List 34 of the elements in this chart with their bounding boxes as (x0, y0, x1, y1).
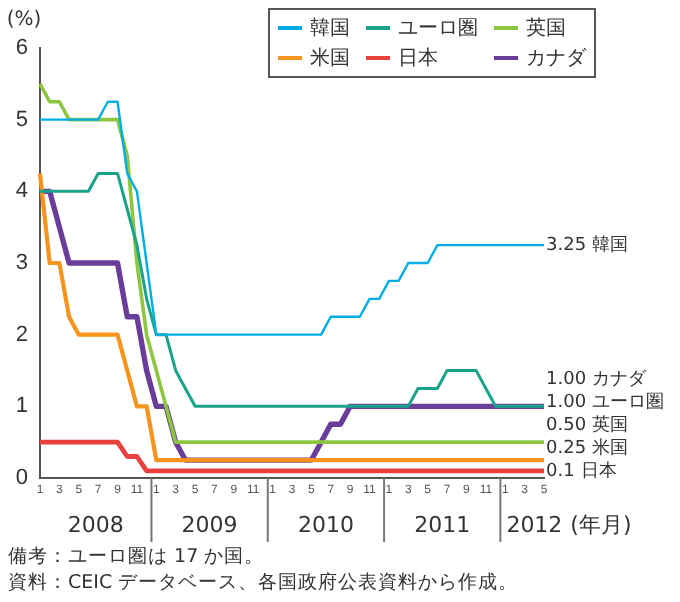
text: 2011 (414, 511, 471, 538)
legend-label: ユーロ圏 (398, 16, 478, 42)
text: 2009 (181, 511, 238, 538)
legend-label: カナダ (526, 46, 586, 72)
y-tick-label: 1 (15, 394, 28, 419)
y-tick-label: 4 (15, 179, 28, 204)
text: 米国 (592, 438, 629, 459)
text: 日本 (580, 461, 617, 482)
y-tick-label: 6 (15, 36, 28, 61)
data-label: 0.50 (546, 415, 587, 436)
text: 備考：ユーロ圏は 17 か国。 (8, 544, 267, 570)
data-label: 0.1 (546, 461, 575, 482)
y-tick-label: 3 (15, 251, 28, 276)
data-label: 1.00 (546, 369, 587, 390)
y-tick-label: 0 (15, 466, 28, 491)
legend-label: 日本 (398, 45, 438, 72)
y-axis-title: (%) (6, 9, 42, 32)
y-tick-label: 5 (15, 107, 28, 132)
text: 英国 (592, 415, 629, 436)
text: 2012 (506, 511, 563, 538)
y-tick-label: 2 (15, 322, 28, 347)
text: 韓国 (592, 235, 629, 256)
data-label: 0.25 (546, 438, 587, 459)
text: カナダ (592, 369, 647, 390)
data-label: 1.00 (546, 392, 587, 413)
legend-label: 英国 (526, 15, 566, 42)
x-axis-title: (年月) (570, 511, 632, 538)
text: ユーロ圏 (592, 392, 665, 413)
data-label: 3.25 (546, 235, 587, 256)
text: 資料：CEIC データベース、各国政府公表資料から作成。 (8, 570, 519, 596)
legend-label: 米国 (310, 45, 350, 72)
text: 2008 (67, 511, 124, 538)
text: 2010 (297, 511, 354, 538)
legend-label: 韓国 (310, 15, 350, 42)
